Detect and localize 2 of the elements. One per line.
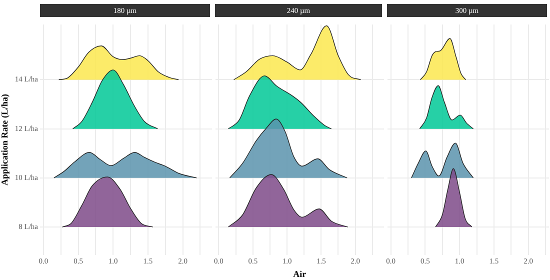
y-axis-title: Application Rate (L/ha) xyxy=(0,94,10,186)
x-axis-title: Air xyxy=(293,268,306,279)
